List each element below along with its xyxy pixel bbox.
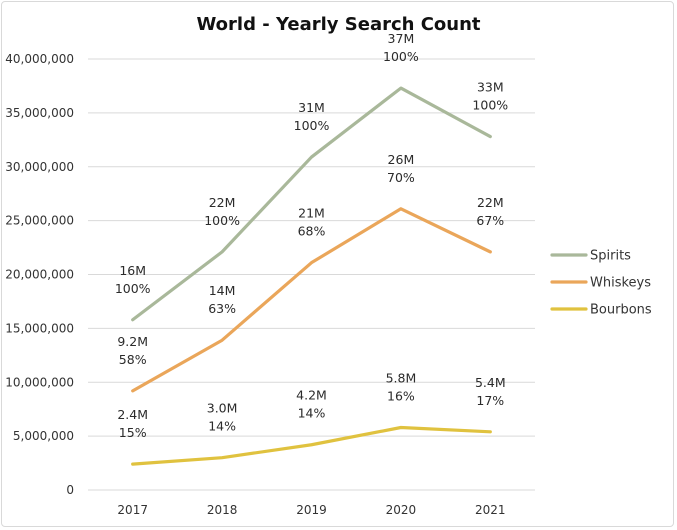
x-tick-label: 2020	[386, 503, 417, 517]
data-label-percent: 14%	[208, 419, 236, 434]
data-label-percent: 58%	[119, 352, 147, 367]
legend-label: Spirits	[590, 249, 631, 264]
series-line-spirits	[131, 86, 492, 322]
data-label-value: 22M	[477, 195, 504, 210]
legend-item: Spirits	[550, 249, 631, 264]
data-label-percent: 100%	[383, 49, 419, 64]
data-label: 16M 100%	[115, 263, 151, 296]
x-tick-label: 2019	[296, 503, 327, 517]
chart-title: World - Yearly Search Count	[196, 14, 481, 35]
data-label-value: 4.2M	[296, 388, 327, 403]
data-label-value: 14M	[209, 283, 236, 298]
data-label-value: 9.2M	[117, 334, 148, 349]
data-label-percent: 16%	[387, 389, 415, 404]
legend-label: Whiskeys	[590, 276, 651, 291]
y-tick-label: 10,000,000	[5, 375, 74, 389]
data-label-percent: 70%	[387, 170, 415, 185]
legend-label: Bourbons	[590, 303, 652, 318]
y-tick-label: 40,000,000	[5, 52, 74, 66]
data-label: 2.4M 15%	[117, 407, 148, 440]
x-tick-label: 2021	[475, 503, 506, 517]
data-label-value: 26M	[388, 152, 415, 167]
y-tick-label: 30,000,000	[5, 160, 74, 174]
data-label: 31M 100%	[294, 100, 330, 133]
data-label-value: 37M	[388, 31, 415, 46]
x-tick-label: 2017	[117, 503, 148, 517]
series-line-whiskeys	[131, 207, 492, 393]
y-tick-label: 20,000,000	[5, 268, 74, 282]
data-label: 5.8M 16%	[386, 371, 417, 404]
data-label-percent: 100%	[115, 281, 151, 296]
data-label-value: 5.4M	[475, 375, 506, 390]
series-lines	[131, 86, 492, 466]
data-label-percent: 14%	[298, 406, 326, 421]
data-label-value: 3.0M	[207, 401, 238, 416]
data-label: 33M 100%	[472, 80, 508, 113]
legend-item: Bourbons	[550, 303, 652, 318]
data-labels: 16M 100% 22M 100% 31M 100% 37M 100% 33M 100% 9.2M 5…	[115, 31, 508, 440]
data-label-percent: 100%	[472, 98, 508, 113]
data-label-value: 31M	[298, 100, 325, 115]
y-axis: 0 5,000,000 10,000,000 15,000,000 20,000,000…	[5, 52, 74, 497]
data-label-percent: 15%	[119, 425, 147, 440]
data-label-percent: 67%	[476, 213, 504, 228]
y-tick-label: 0	[66, 483, 74, 497]
legend-item: Whiskeys	[550, 276, 651, 291]
data-label: 4.2M 14%	[296, 388, 327, 421]
series-line-bourbons	[131, 425, 492, 466]
y-tick-label: 35,000,000	[5, 106, 74, 120]
data-label-percent: 68%	[298, 224, 326, 239]
x-tick-label: 2018	[207, 503, 238, 517]
data-label: 37M 100%	[383, 31, 419, 64]
data-label-percent: 100%	[204, 213, 240, 228]
y-tick-label: 25,000,000	[5, 214, 74, 228]
y-tick-label: 15,000,000	[5, 321, 74, 335]
x-axis: 2017 2018 2019 2020 2021	[117, 503, 505, 517]
data-label: 5.4M 17%	[475, 375, 506, 408]
gridlines	[88, 58, 535, 491]
legend: Spirits Whiskeys Bourbons	[550, 249, 652, 318]
data-label: 22M 100%	[204, 195, 240, 228]
data-label-value: 33M	[477, 80, 504, 95]
data-label-value: 5.8M	[386, 371, 417, 386]
data-label-value: 22M	[209, 195, 236, 210]
data-label: 9.2M 58%	[117, 334, 148, 367]
data-label-value: 16M	[119, 263, 146, 278]
data-label-percent: 100%	[294, 118, 330, 133]
data-label-value: 21M	[298, 206, 325, 221]
data-label-percent: 63%	[208, 301, 236, 316]
data-label-percent: 17%	[476, 393, 504, 408]
data-label-value: 2.4M	[117, 407, 148, 422]
y-tick-label: 5,000,000	[13, 429, 74, 443]
data-label: 3.0M 14%	[207, 401, 238, 434]
